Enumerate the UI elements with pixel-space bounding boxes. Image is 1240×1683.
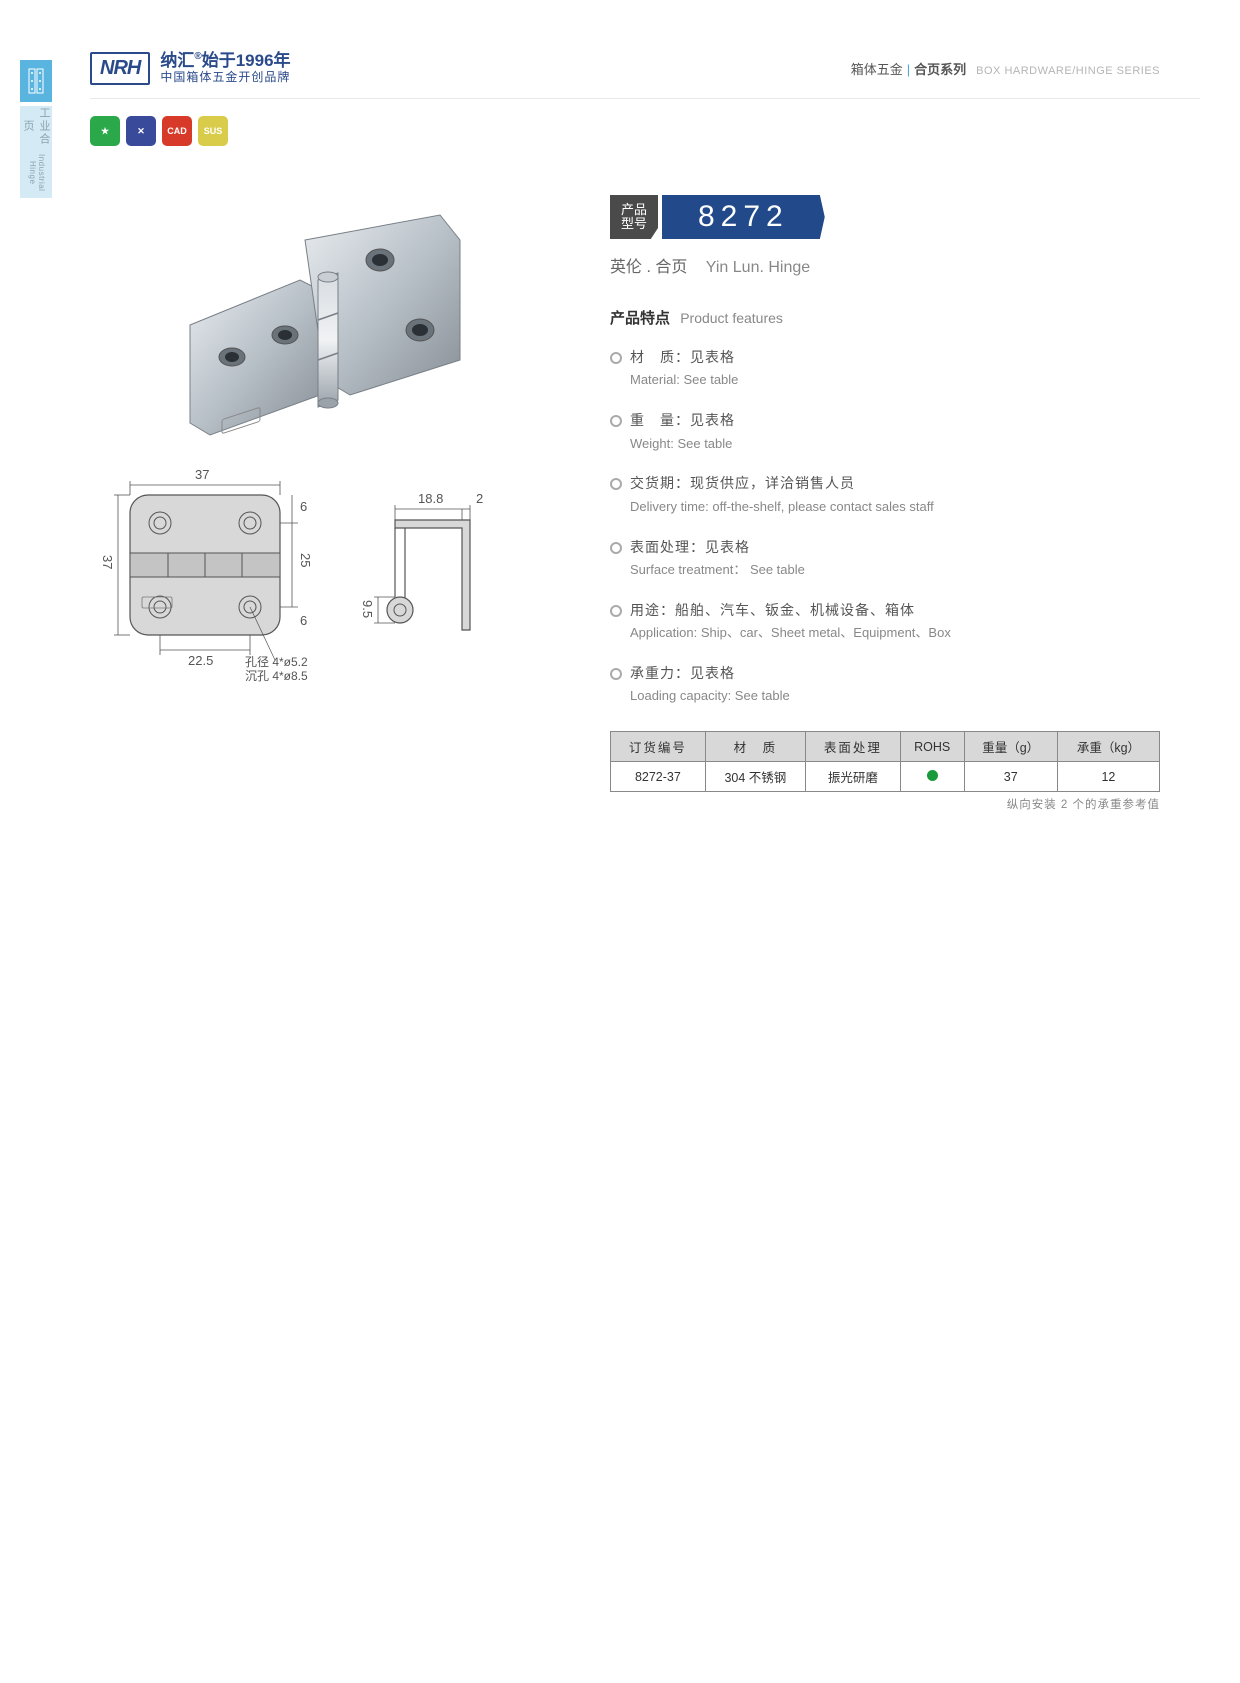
feature-en: Weight: See table [630,434,1160,455]
table-header-row: 订货编号材 质表面处理ROHS重量（g）承重（kg） [611,732,1160,762]
badge-row: ★✕CADSUS [90,116,228,146]
badge-icon: ★ [90,116,120,146]
side-tab-cn: 工业合页 [20,106,52,147]
model-row: 产品 型号 8272 [610,195,1160,239]
badge-icon: CAD [162,116,192,146]
drawing-front: 37 37 25 6 6 22.5 孔径 4*ø5.2 沉孔 4*ø8.5 [90,465,320,675]
badge-icon: ✕ [126,116,156,146]
logo-sub: 中国箱体五金开创品牌 [160,71,290,85]
dim-gap-top: 6 [300,499,307,514]
dim-side-h: 9.5 [360,600,375,618]
cell-rohs [900,762,964,792]
subtitle-en: Yin Lun. Hinge [706,259,810,276]
table-header: 表面处理 [805,732,900,762]
features-title: 产品特点 Product features [610,307,1160,328]
table-header: ROHS [900,732,964,762]
dim-gap-bot: 6 [300,613,307,628]
feature-en: Loading capacity: See table [630,686,1160,707]
dim-side-t: 2 [476,491,483,506]
rohs-dot-icon [927,770,938,781]
table-header: 承重（kg） [1057,732,1159,762]
side-tab-en: Industrial Hinge [28,147,46,198]
dim-side-w: 18.8 [418,491,443,506]
feature-en: Delivery time: off-the-shelf, please con… [630,497,1160,518]
spec-table: 订货编号材 质表面处理ROHS重量（g）承重（kg） 8272-37 304 不… [610,731,1160,792]
dim-hole-note2: 沉孔 4*ø8.5 [245,667,308,684]
feature-en: Surface treatment： See table [630,560,1160,581]
logo-year: 始于1996年 [202,51,291,70]
feature-cn: 交货期：现货供应，详洽销售人员 [630,475,855,491]
badge-icon: SUS [198,116,228,146]
feature-cn: 承重力：见表格 [630,665,735,681]
cell-surface: 振光研磨 [805,762,900,792]
dim-hole-w: 22.5 [188,653,213,668]
feature-cn: 材 质：见表格 [630,349,735,365]
table-data-row: 8272-37 304 不锈钢 振光研磨 37 12 [611,762,1160,792]
side-tab-category: 工业合页 Industrial Hinge [20,106,52,198]
feature-cn: 重 量：见表格 [630,412,735,428]
table-header: 材 质 [705,732,805,762]
table-header: 重量（g） [964,732,1057,762]
product-photo [150,185,490,445]
page-header: NRH 纳汇®始于1996年 中国箱体五金开创品牌 箱体五金 | 合页系列 BOX H… [0,40,1240,96]
dim-inner-h: 25 [298,553,313,567]
header-cat1: 箱体五金 [851,62,903,77]
feature-cn: 用途：船舶、汽车、钣金、机械设备、箱体 [630,602,915,618]
header-en: BOX HARDWARE/HINGE SERIES [976,65,1160,77]
table-header: 订货编号 [611,732,706,762]
header-right: 箱体五金 | 合页系列 BOX HARDWARE/HINGE SERIES [851,59,1160,78]
feature-item: 承重力：见表格 Loading capacity: See table [610,662,1160,707]
cell-weight: 37 [964,762,1057,792]
dim-width: 37 [195,467,209,482]
logo-text: 纳汇®始于1996年 中国箱体五金开创品牌 [160,51,290,84]
model-number: 8272 [662,195,825,239]
logo-cn: 纳汇 [160,51,194,70]
right-column: 产品 型号 8272 英伦 . 合页 Yin Lun. Hinge 产品特点 P… [610,185,1160,812]
cell-load: 12 [1057,762,1159,792]
feature-cn: 表面处理：见表格 [630,539,750,555]
table-note: 纵向安装 2 个的承重参考值 [610,796,1160,812]
feature-en: Application: Ship、car、Sheet metal、Equipm… [630,623,1160,644]
product-subtitle: 英伦 . 合页 Yin Lun. Hinge [610,253,1160,277]
subtitle-cn: 英伦 . 合页 [610,259,687,276]
cell-code: 8272-37 [611,762,706,792]
header-cat2: 合页系列 [914,62,966,77]
technical-drawings: 37 37 25 6 6 22.5 孔径 4*ø5.2 沉孔 4*ø8.5 [90,465,570,675]
model-label-l2: 型号 [621,217,647,231]
left-column: 37 37 25 6 6 22.5 孔径 4*ø5.2 沉孔 4*ø8.5 [90,185,570,812]
feature-en: Material: See table [630,370,1160,391]
features-title-cn: 产品特点 [610,310,670,327]
feature-list: 材 质：见表格 Material: See table 重 量：见表格 Weight:… [610,346,1160,707]
header-divider [90,98,1200,99]
model-label-l1: 产品 [621,203,647,217]
drawing-side: 18.8 2 9.5 [360,465,510,675]
feature-item: 交货期：现货供应，详洽销售人员 Delivery time: off-the-sh… [610,472,1160,517]
dim-height: 37 [100,555,115,569]
cell-material: 304 不锈钢 [705,762,805,792]
model-label: 产品 型号 [610,195,658,239]
logo-reg: ® [194,51,201,62]
feature-item: 表面处理：见表格 Surface treatment： See table [610,536,1160,581]
feature-item: 重 量：见表格 Weight: See table [610,409,1160,454]
side-tab-icon [20,60,52,102]
features-title-en: Product features [680,310,783,326]
logo-brand: NRH [90,52,150,85]
feature-item: 材 质：见表格 Material: See table [610,346,1160,391]
feature-item: 用途：船舶、汽车、钣金、机械设备、箱体 Application: Ship、car… [610,599,1160,644]
header-sep: | [907,62,910,77]
logo-block: NRH 纳汇®始于1996年 中国箱体五金开创品牌 [90,51,291,84]
